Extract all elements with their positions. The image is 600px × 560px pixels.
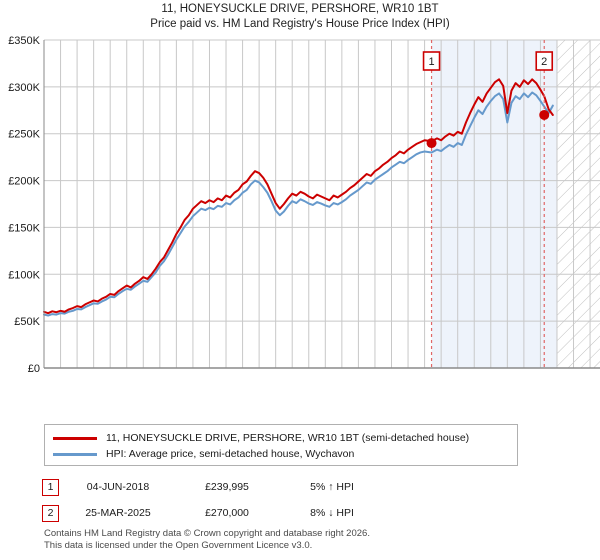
svg-text:1: 1 [428, 56, 434, 68]
legend-swatch-hpi [53, 452, 97, 456]
transaction-date: 25-MAR-2025 [85, 507, 151, 519]
legend-swatch-price-paid [53, 436, 97, 440]
svg-text:£100K: £100K [8, 269, 40, 281]
transaction-hpi-delta: 5% ↑ HPI [310, 481, 354, 493]
svg-text:£150K: £150K [8, 222, 40, 234]
svg-text:£250K: £250K [8, 129, 40, 141]
legend-item-hpi: HPI: Average price, semi-detached house,… [53, 446, 509, 462]
page-title: 11, HONEYSUCKLE DRIVE, PERSHORE, WR10 1B… [161, 3, 439, 15]
svg-text:£200K: £200K [8, 176, 40, 188]
svg-text:£50K: £50K [14, 316, 40, 328]
chart-bands [431, 40, 600, 368]
transaction-price: £239,995 [205, 481, 249, 493]
price-history-chart: £0£50K£100K£150K£200K£250K£300K£350K 199… [0, 32, 600, 372]
footer-attribution: Contains HM Land Registry data © Crown c… [44, 528, 584, 551]
svg-text:£350K: £350K [8, 35, 40, 47]
chart-svg: £0£50K£100K£150K£200K£250K£300K£350K 199… [8, 35, 600, 372]
legend-label-price-paid: 11, HONEYSUCKLE DRIVE, PERSHORE, WR10 1B… [106, 432, 470, 444]
y-axis-tick-labels: £0 £50K £100K £150K £200K £250K £300K £350K [8, 35, 40, 372]
chart-title-block: 11, HONEYSUCKLE DRIVE, PERSHORE, WR10 1B… [0, 2, 600, 32]
chart-event-lines [430, 40, 545, 368]
svg-text:£300K: £300K [8, 82, 40, 94]
chart-axes [43, 40, 600, 369]
chart-series [43, 78, 554, 317]
svg-text:£0: £0 [28, 363, 40, 372]
svg-text:2: 2 [541, 56, 547, 68]
legend-item-price-paid: 11, HONEYSUCKLE DRIVE, PERSHORE, WR10 1B… [53, 430, 509, 446]
table-row[interactable]: 1 04-JUN-2018 £239,995 5% ↑ HPI [42, 474, 562, 500]
transaction-date: 04-JUN-2018 [86, 481, 150, 493]
footer-copyright-line: Contains HM Land Registry data © Crown c… [44, 528, 370, 539]
page-subtitle: Price paid vs. HM Land Registry's House … [150, 18, 450, 30]
transaction-index-badge: 1 [42, 478, 59, 496]
transaction-price: £270,000 [205, 507, 249, 519]
chart-legend: 11, HONEYSUCKLE DRIVE, PERSHORE, WR10 1B… [44, 424, 518, 466]
footer-licence-line: This data is licensed under the Open Gov… [44, 539, 313, 551]
transactions-table: 1 04-JUN-2018 £239,995 5% ↑ HPI 2 25-MAR… [42, 474, 562, 526]
table-row[interactable]: 2 25-MAR-2025 £270,000 8% ↓ HPI [42, 500, 562, 526]
legend-label-hpi: HPI: Average price, semi-detached house,… [106, 448, 355, 460]
transaction-index-badge: 2 [42, 504, 59, 522]
transaction-hpi-delta: 8% ↓ HPI [310, 507, 354, 519]
